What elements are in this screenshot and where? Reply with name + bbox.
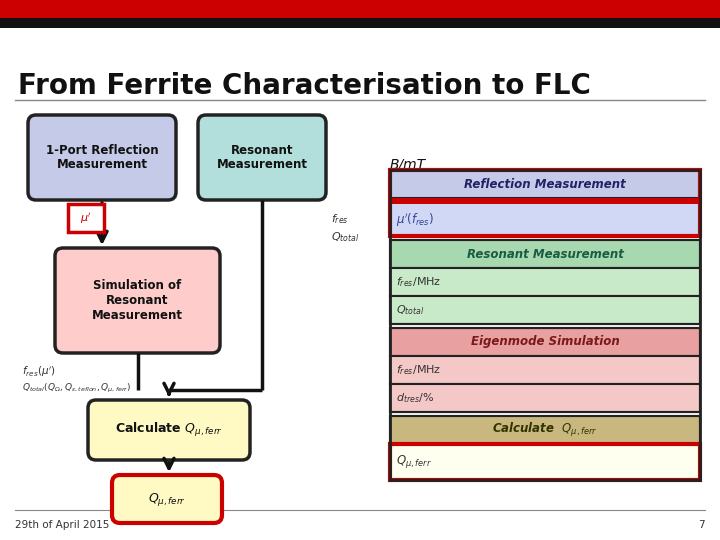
Bar (390, 328, 700, 412)
Bar (390, 240, 700, 268)
Text: Calculate  $Q_{\mu, ferr}$: Calculate $Q_{\mu, ferr}$ (492, 421, 598, 439)
Text: $Q_{total}(Q_{\Omega},Q_{\varepsilon,teflon},Q_{\mu,ferr})$: $Q_{total}(Q_{\Omega},Q_{\varepsilon,tef… (22, 382, 131, 395)
FancyBboxPatch shape (112, 475, 222, 523)
Text: $f_{res}$: $f_{res}$ (331, 212, 348, 226)
Bar (390, 416, 700, 480)
Bar (390, 268, 700, 296)
Bar (390, 328, 700, 356)
Text: Reflection Measurement: Reflection Measurement (464, 178, 626, 191)
Text: $f_{res}(\mu')$: $f_{res}(\mu')$ (22, 365, 55, 380)
FancyBboxPatch shape (88, 400, 250, 460)
Bar (0, 18, 720, 28)
Text: Resonant
Measurement: Resonant Measurement (217, 144, 307, 172)
Text: $\mu'(f_{res})$: $\mu'(f_{res})$ (396, 211, 434, 229)
Text: $Q_{\mu,ferr}$: $Q_{\mu,ferr}$ (148, 490, 186, 508)
Bar (390, 356, 700, 384)
Text: $Q_{total}$: $Q_{total}$ (396, 303, 425, 317)
Bar (0, 0, 720, 18)
Text: $f_{res}$/MHz: $f_{res}$/MHz (396, 363, 441, 377)
Text: $\mu'$: $\mu'$ (80, 211, 92, 226)
Text: 29th of April 2015: 29th of April 2015 (15, 520, 109, 530)
Text: Eigenmode Simulation: Eigenmode Simulation (471, 335, 619, 348)
Bar (390, 444, 700, 480)
FancyBboxPatch shape (28, 115, 176, 200)
FancyBboxPatch shape (198, 115, 326, 200)
Bar (390, 170, 700, 236)
Text: From Ferrite Characterisation to FLC: From Ferrite Characterisation to FLC (18, 72, 591, 100)
Text: $d_{tres}$/%: $d_{tres}$/% (396, 391, 434, 405)
Bar (390, 384, 700, 412)
Text: B/mT: B/mT (390, 158, 426, 172)
Text: $f_{res}$/MHz: $f_{res}$/MHz (396, 275, 441, 289)
Bar (390, 198, 700, 204)
Bar (390, 296, 700, 324)
Bar (390, 240, 700, 324)
FancyBboxPatch shape (55, 248, 220, 353)
Bar (390, 170, 700, 480)
Text: Calculate $Q_{\mu,ferr}$: Calculate $Q_{\mu,ferr}$ (115, 421, 223, 439)
Bar (390, 444, 700, 480)
Text: Resonant Measurement: Resonant Measurement (467, 247, 624, 260)
Text: $Q_{total}$: $Q_{total}$ (331, 230, 359, 244)
Bar (390, 170, 700, 198)
Text: $Q_{\mu, ferr}$: $Q_{\mu, ferr}$ (396, 454, 432, 470)
Text: 1-Port Reflection
Measurement: 1-Port Reflection Measurement (45, 144, 158, 172)
Bar (390, 416, 700, 444)
Bar (68, 204, 104, 232)
Text: Simulation of
Resonant
Measurement: Simulation of Resonant Measurement (92, 279, 183, 322)
Text: 7: 7 (698, 520, 705, 530)
Bar (390, 204, 700, 236)
